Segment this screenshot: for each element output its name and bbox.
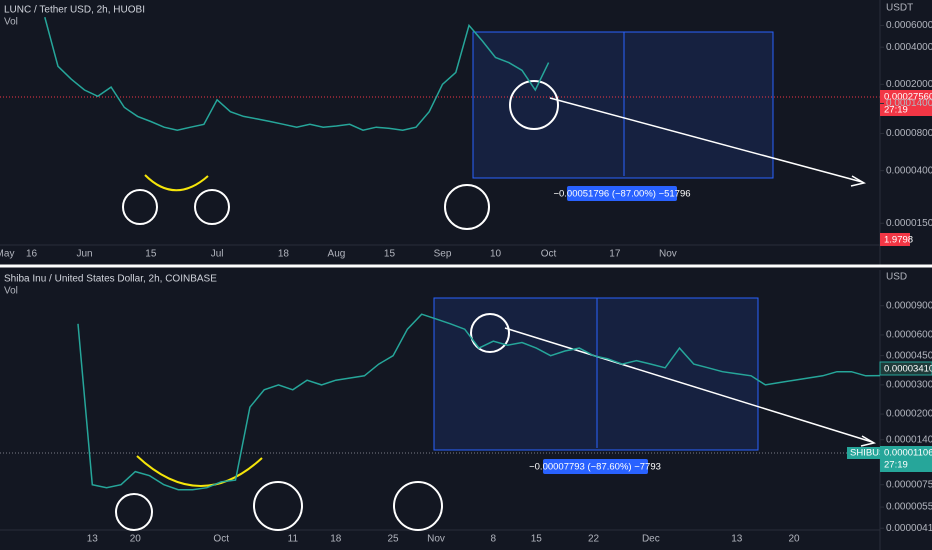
circle: [115, 493, 153, 531]
x-tick-label: 10: [490, 249, 502, 260]
x-tick-label: Aug: [328, 249, 346, 260]
x-tick-label: 22: [588, 534, 600, 545]
x-tick-label: 16: [26, 249, 38, 260]
subtitle: Vol: [4, 286, 18, 297]
x-tick-label: May: [0, 249, 14, 260]
symbol-tag-text: SHIBUSD: [850, 448, 892, 459]
measure-box: [472, 31, 774, 179]
x-tick-label: 11: [288, 534, 299, 545]
arrow: [504, 327, 873, 443]
measure-label-bg: [543, 459, 648, 474]
x-tick-label: 18: [330, 534, 342, 545]
x-tick-label: 15: [384, 249, 396, 260]
x-tick-label: 17: [609, 249, 621, 260]
measure-label: −0.00051796 (−87.00%) −51796: [553, 189, 690, 200]
circle: [194, 189, 230, 225]
x-tick-label: 15: [145, 249, 157, 260]
measure-label-bg: [567, 186, 677, 201]
measure-label: −0.00007793 (−87.60%) −7793: [529, 462, 661, 473]
x-tick-label: 8: [491, 534, 497, 545]
price-line: [77, 313, 881, 491]
circle: [393, 481, 443, 531]
x-tick-label: 13: [87, 534, 99, 545]
x-tick-label: Oct: [541, 249, 557, 260]
x-tick-label: Nov: [659, 249, 677, 260]
circle: [253, 481, 303, 531]
chart-title: LUNC / Tether USD, 2h, HUOBI: [4, 5, 145, 16]
axis-unit: USDT: [886, 3, 913, 14]
measure-box: [433, 297, 759, 451]
x-tick-label: Dec: [642, 534, 660, 545]
yellow-curve: [136, 455, 263, 487]
price-tag: [880, 104, 932, 116]
arrow-head: [850, 175, 867, 187]
price-tag-text: 27:19: [884, 460, 908, 471]
x-tick-label: 25: [388, 534, 400, 545]
price-tag-text: 0.00027560: [884, 92, 932, 103]
symbol-tag: [847, 447, 881, 459]
price-tag-text: 0.00003410: [884, 364, 932, 375]
price-tag: [879, 361, 932, 376]
x-tick-label: 20: [789, 534, 801, 545]
x-tick-label: 18: [278, 249, 290, 260]
circle: [509, 80, 559, 130]
x-tick-label: 13: [731, 534, 743, 545]
price-tag-text: 0.00001106: [884, 448, 932, 459]
x-tick-label: Jun: [76, 249, 92, 260]
y-tick-label: 0.00001500: [886, 218, 932, 229]
price-tag: [880, 90, 932, 104]
x-tick-label: Oct: [213, 534, 229, 545]
vol-tag-text: 1.9798: [884, 235, 913, 246]
yellow-curve: [144, 174, 209, 192]
subtitle: Vol: [4, 17, 18, 28]
x-tick-label: 20: [130, 534, 142, 545]
price-tag-text: 27:19: [884, 105, 908, 116]
circle: [470, 313, 510, 353]
arrow: [549, 97, 863, 183]
axis-unit: USD: [886, 272, 907, 283]
circle: [122, 189, 158, 225]
price-line: [44, 17, 550, 131]
x-tick-label: Nov: [427, 534, 445, 545]
x-tick-label: Sep: [434, 249, 452, 260]
vol-tag: [880, 233, 910, 246]
x-tick-label: 15: [531, 534, 543, 545]
price-tag: [880, 446, 932, 472]
arrow-head: [860, 435, 877, 447]
x-tick-label: Jul: [211, 249, 224, 260]
chart-title: Shiba Inu / United States Dollar, 2h, CO…: [4, 274, 217, 285]
circle: [444, 184, 490, 230]
y-tick-label: 0.00000410: [886, 523, 932, 534]
